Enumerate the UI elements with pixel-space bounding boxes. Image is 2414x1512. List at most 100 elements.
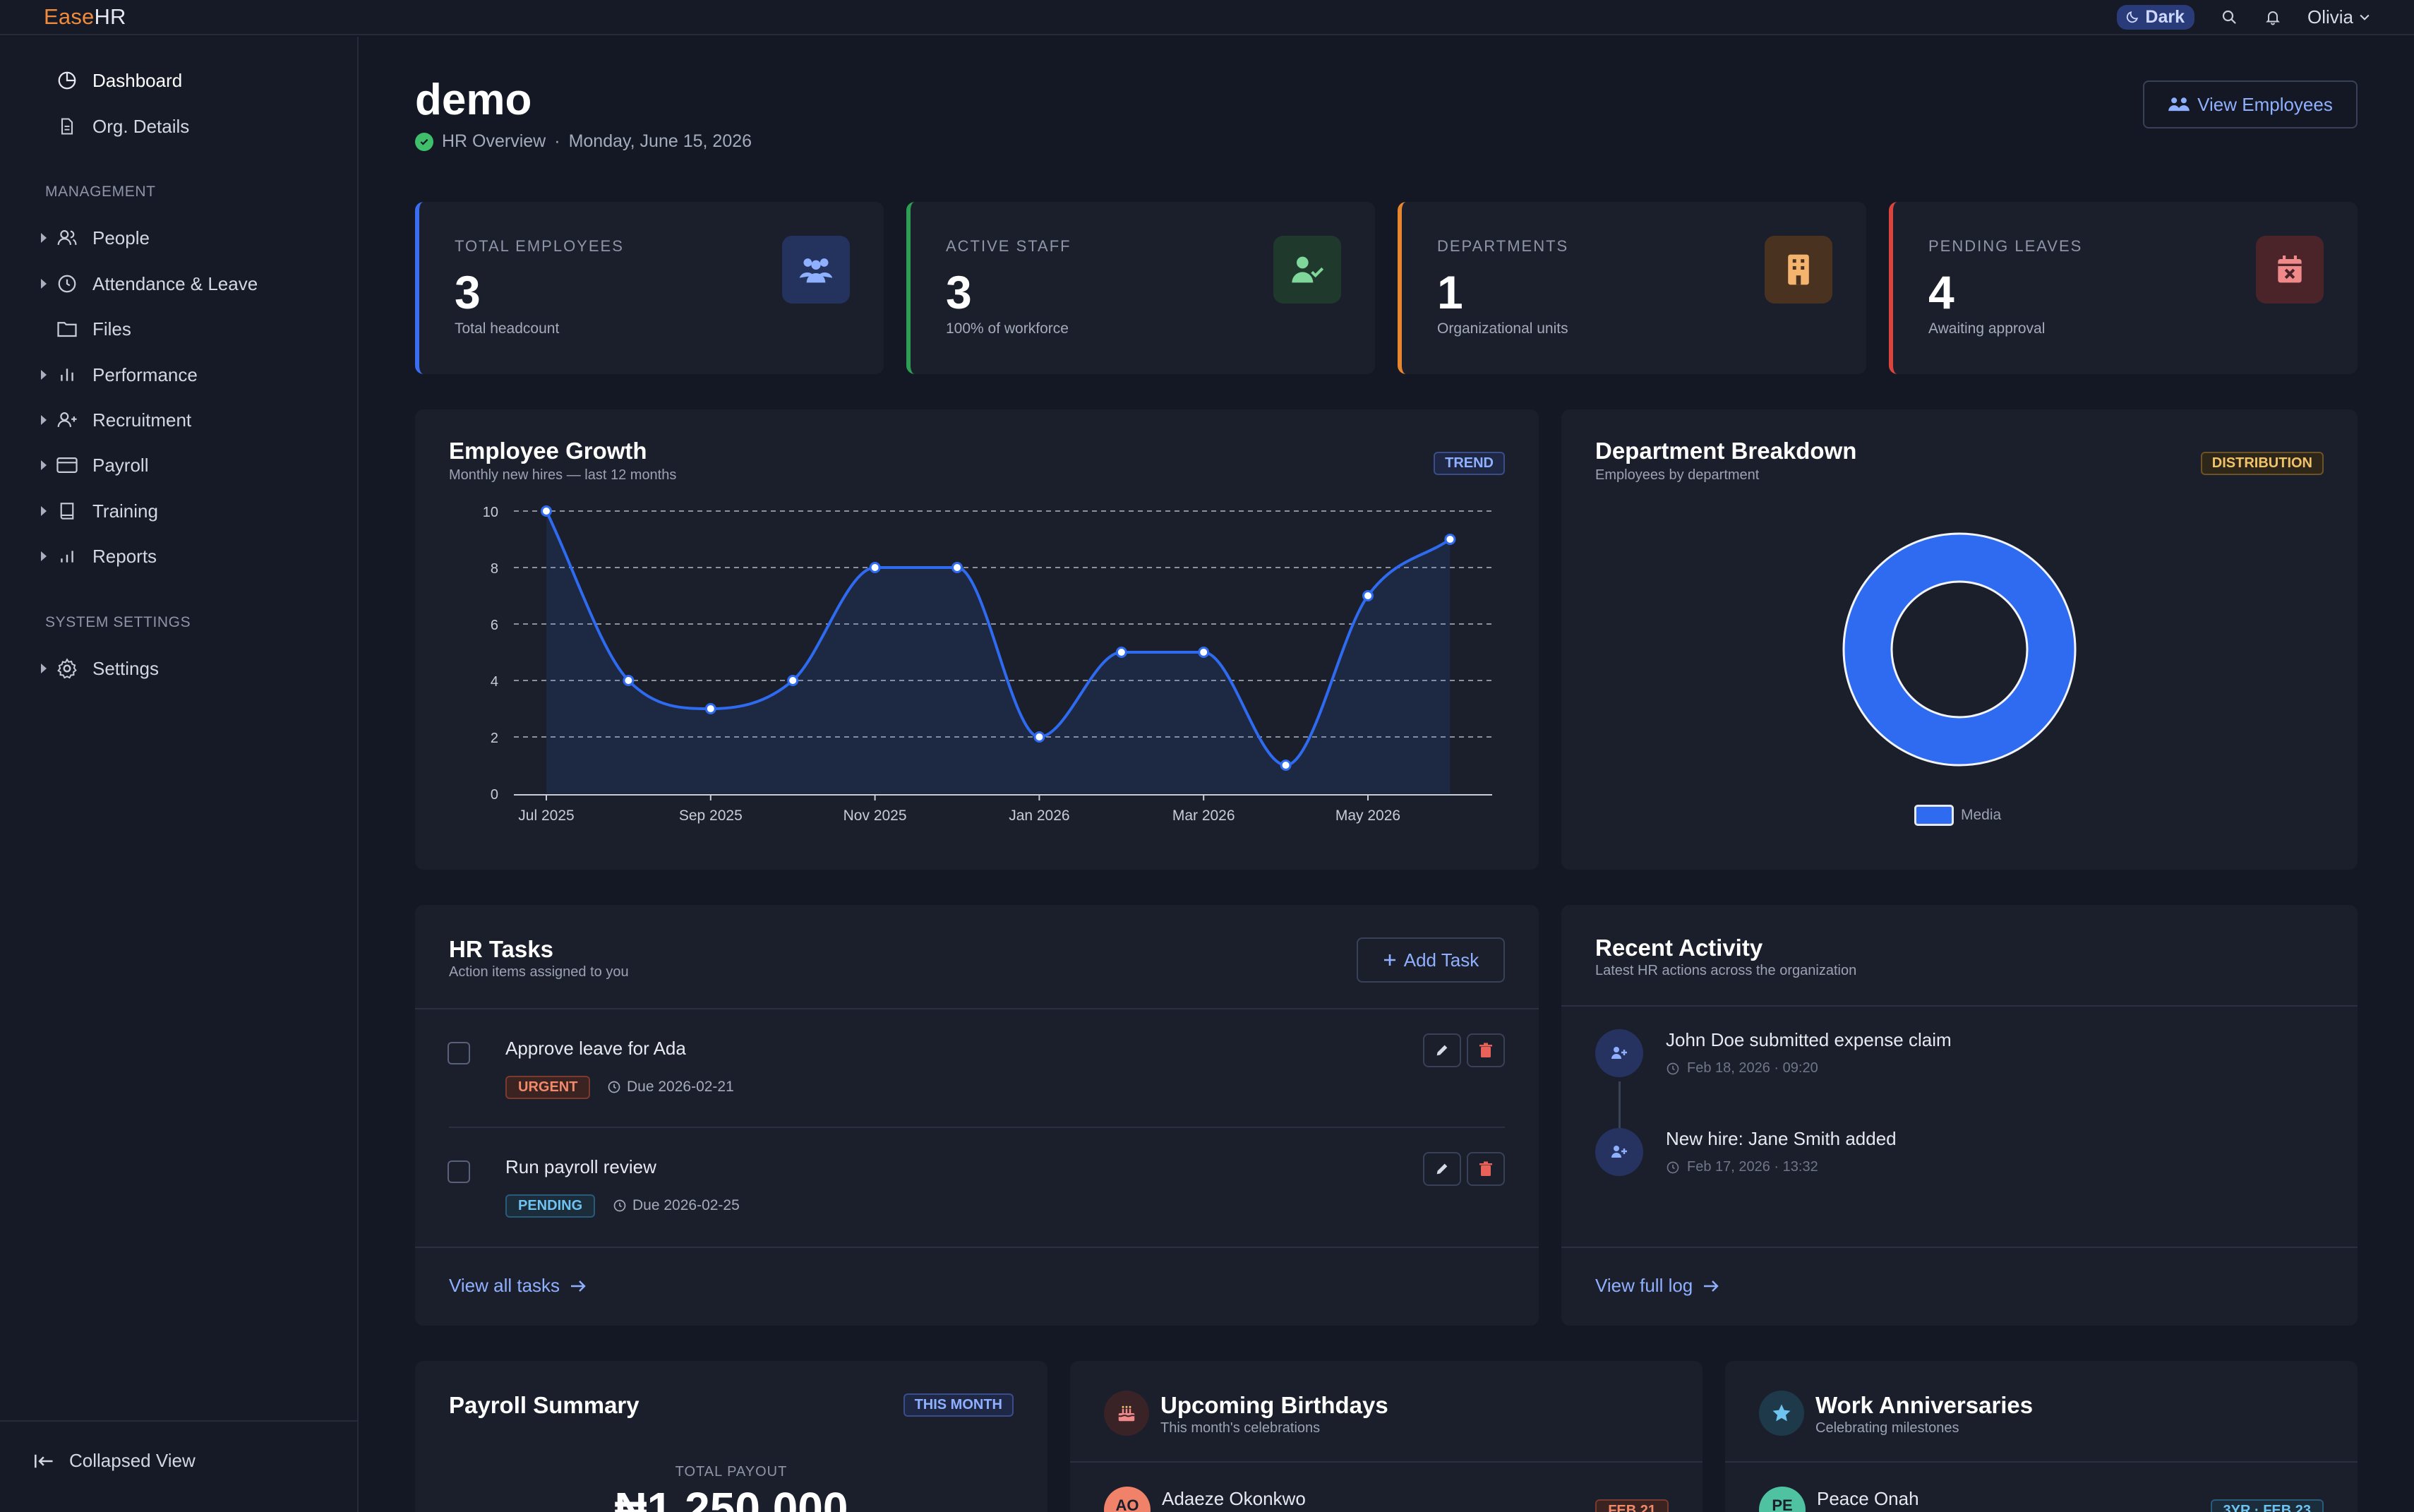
subtitle-separator: · [554, 131, 560, 151]
edit-task-button[interactable] [1423, 1152, 1461, 1186]
chart-legend[interactable]: Media [1914, 805, 2001, 826]
brand-part-hr: HR [94, 4, 126, 29]
book-icon [55, 499, 79, 523]
y-tick-label: 10 [483, 505, 498, 520]
delete-task-button[interactable] [1467, 1152, 1505, 1186]
hr-tasks-card: HR Tasks Action items assigned to you Ad… [415, 905, 1539, 1326]
view-full-log-link[interactable]: View full log [1595, 1275, 1719, 1297]
data-point [869, 562, 881, 573]
avatar: PE [1759, 1487, 1806, 1512]
donut-outline [1890, 580, 2029, 719]
card-subtitle: Action items assigned to you [449, 964, 629, 980]
anniversary-badge: 3YR · FEB 23 [2210, 1499, 2324, 1512]
stat-sub: 100% of workforce [946, 320, 1069, 337]
sidebar-item-label: Files [92, 318, 131, 340]
card-title: Upcoming Birthdays [1160, 1392, 1388, 1418]
brand-part-ease: Ease [44, 4, 95, 29]
data-point [1280, 760, 1292, 771]
view-employees-button[interactable]: View Employees [2143, 80, 2358, 128]
x-tick-label: Mar 2026 [1172, 808, 1235, 824]
user-plus-icon [55, 408, 79, 432]
page-title: demo [415, 76, 532, 124]
activity-text: New hire: Jane Smith added [1666, 1128, 1897, 1149]
search-icon[interactable] [2220, 8, 2238, 26]
brand-logo[interactable]: EaseHR [44, 4, 126, 30]
task-checkbox[interactable] [448, 1160, 470, 1183]
collapsed-view-label: Collapsed View [69, 1450, 196, 1471]
data-point [541, 505, 552, 517]
y-tick-label: 6 [491, 618, 498, 633]
bar-chart-icon [55, 363, 79, 387]
data-point [1362, 590, 1374, 601]
pending-badge: PENDING [505, 1194, 596, 1218]
data-point [1198, 647, 1210, 658]
task-checkbox[interactable] [448, 1042, 470, 1064]
moon-icon [2127, 11, 2139, 23]
folder-icon [55, 317, 79, 341]
view-all-tasks-link[interactable]: View all tasks [449, 1275, 587, 1297]
card-title: Recent Activity [1595, 935, 1763, 961]
card-subtitle: This month's celebrations [1160, 1420, 1321, 1436]
task-due: Due 2026-02-21 [607, 1079, 734, 1096]
pencil-icon [1436, 1045, 1448, 1056]
gear-icon [55, 656, 79, 680]
plus-icon [1383, 954, 1395, 966]
stat-value: 1 [1437, 266, 1463, 318]
divider [449, 1127, 1505, 1128]
clock-icon [1667, 1062, 1679, 1074]
timeline-line [1619, 1081, 1621, 1159]
data-point [623, 675, 635, 686]
star-icon [1759, 1391, 1804, 1436]
page-subtitle: HR Overview · Monday, June 15, 2026 [415, 131, 752, 152]
theme-label: Dark [2145, 6, 2185, 27]
bell-icon[interactable] [2264, 8, 2282, 26]
sidebar: Dashboard Org. Details MANAGEMENT People… [0, 37, 359, 1512]
sidebar-item-settings[interactable]: Settings [0, 652, 357, 685]
stat-value: 3 [946, 266, 972, 318]
payroll-summary-card: Payroll Summary THIS MONTH TOTAL PAYOUT … [415, 1361, 1047, 1512]
divider [415, 1008, 1539, 1009]
divider [1725, 1461, 2358, 1463]
caret-right-icon [41, 279, 47, 289]
x-tick-label: Jul 2025 [518, 808, 574, 824]
stat-label: TOTAL EMPLOYEES [455, 237, 624, 255]
avatar: AO [1104, 1487, 1151, 1512]
sidebar-item-training[interactable]: Training [0, 494, 357, 528]
user-name: Olivia [2307, 6, 2353, 28]
edit-task-button[interactable] [1423, 1033, 1461, 1067]
employee-growth-card: Employee Growth Monthly new hires — last… [415, 409, 1539, 870]
y-tick-label: 2 [491, 731, 498, 746]
sidebar-item-org-details[interactable]: Org. Details [0, 109, 357, 143]
sidebar-section-system-settings: SYSTEM SETTINGS [45, 614, 191, 630]
sidebar-item-reports[interactable]: Reports [0, 539, 357, 573]
collapsed-view-button[interactable]: Collapsed View [34, 1450, 196, 1472]
sidebar-item-people[interactable]: People [0, 221, 357, 255]
top-bar: EaseHR Dark Olivia [0, 0, 2414, 35]
sidebar-item-dashboard[interactable]: Dashboard [0, 64, 357, 97]
pie-slice[interactable] [1844, 534, 2075, 765]
add-task-button[interactable]: Add Task [1357, 937, 1505, 983]
stat-label: PENDING LEAVES [1928, 237, 2083, 255]
bar-chart-icon [55, 544, 79, 568]
sidebar-item-files[interactable]: Files [0, 312, 357, 346]
caret-right-icon [41, 233, 47, 243]
stat-card-departments: DEPARTMENTS 1 Organizational units [1398, 202, 1866, 374]
sidebar-item-attendance-leave[interactable]: Attendance & Leave [0, 267, 357, 301]
sidebar-item-performance[interactable]: Performance [0, 358, 357, 392]
x-tick-label: Nov 2025 [843, 808, 907, 824]
due-date: Due 2026-02-21 [627, 1079, 734, 1095]
sidebar-item-label: Recruitment [92, 409, 192, 431]
trash-icon [1479, 1161, 1492, 1176]
stat-value: 4 [1928, 266, 1954, 318]
pencil-icon [1436, 1163, 1448, 1175]
sidebar-item-recruitment[interactable]: Recruitment [0, 403, 357, 437]
delete-task-button[interactable] [1467, 1033, 1505, 1067]
building-icon [1765, 236, 1832, 304]
sidebar-item-payroll[interactable]: Payroll [0, 448, 357, 482]
user-menu[interactable]: Olivia [2307, 6, 2372, 28]
card-title: Employee Growth [449, 438, 647, 464]
card-title: HR Tasks [449, 936, 553, 962]
activity-timestamp: Feb 18, 2026 · 09:20 [1687, 1060, 1818, 1076]
theme-toggle[interactable]: Dark [2117, 4, 2194, 30]
clock-icon [613, 1199, 626, 1212]
